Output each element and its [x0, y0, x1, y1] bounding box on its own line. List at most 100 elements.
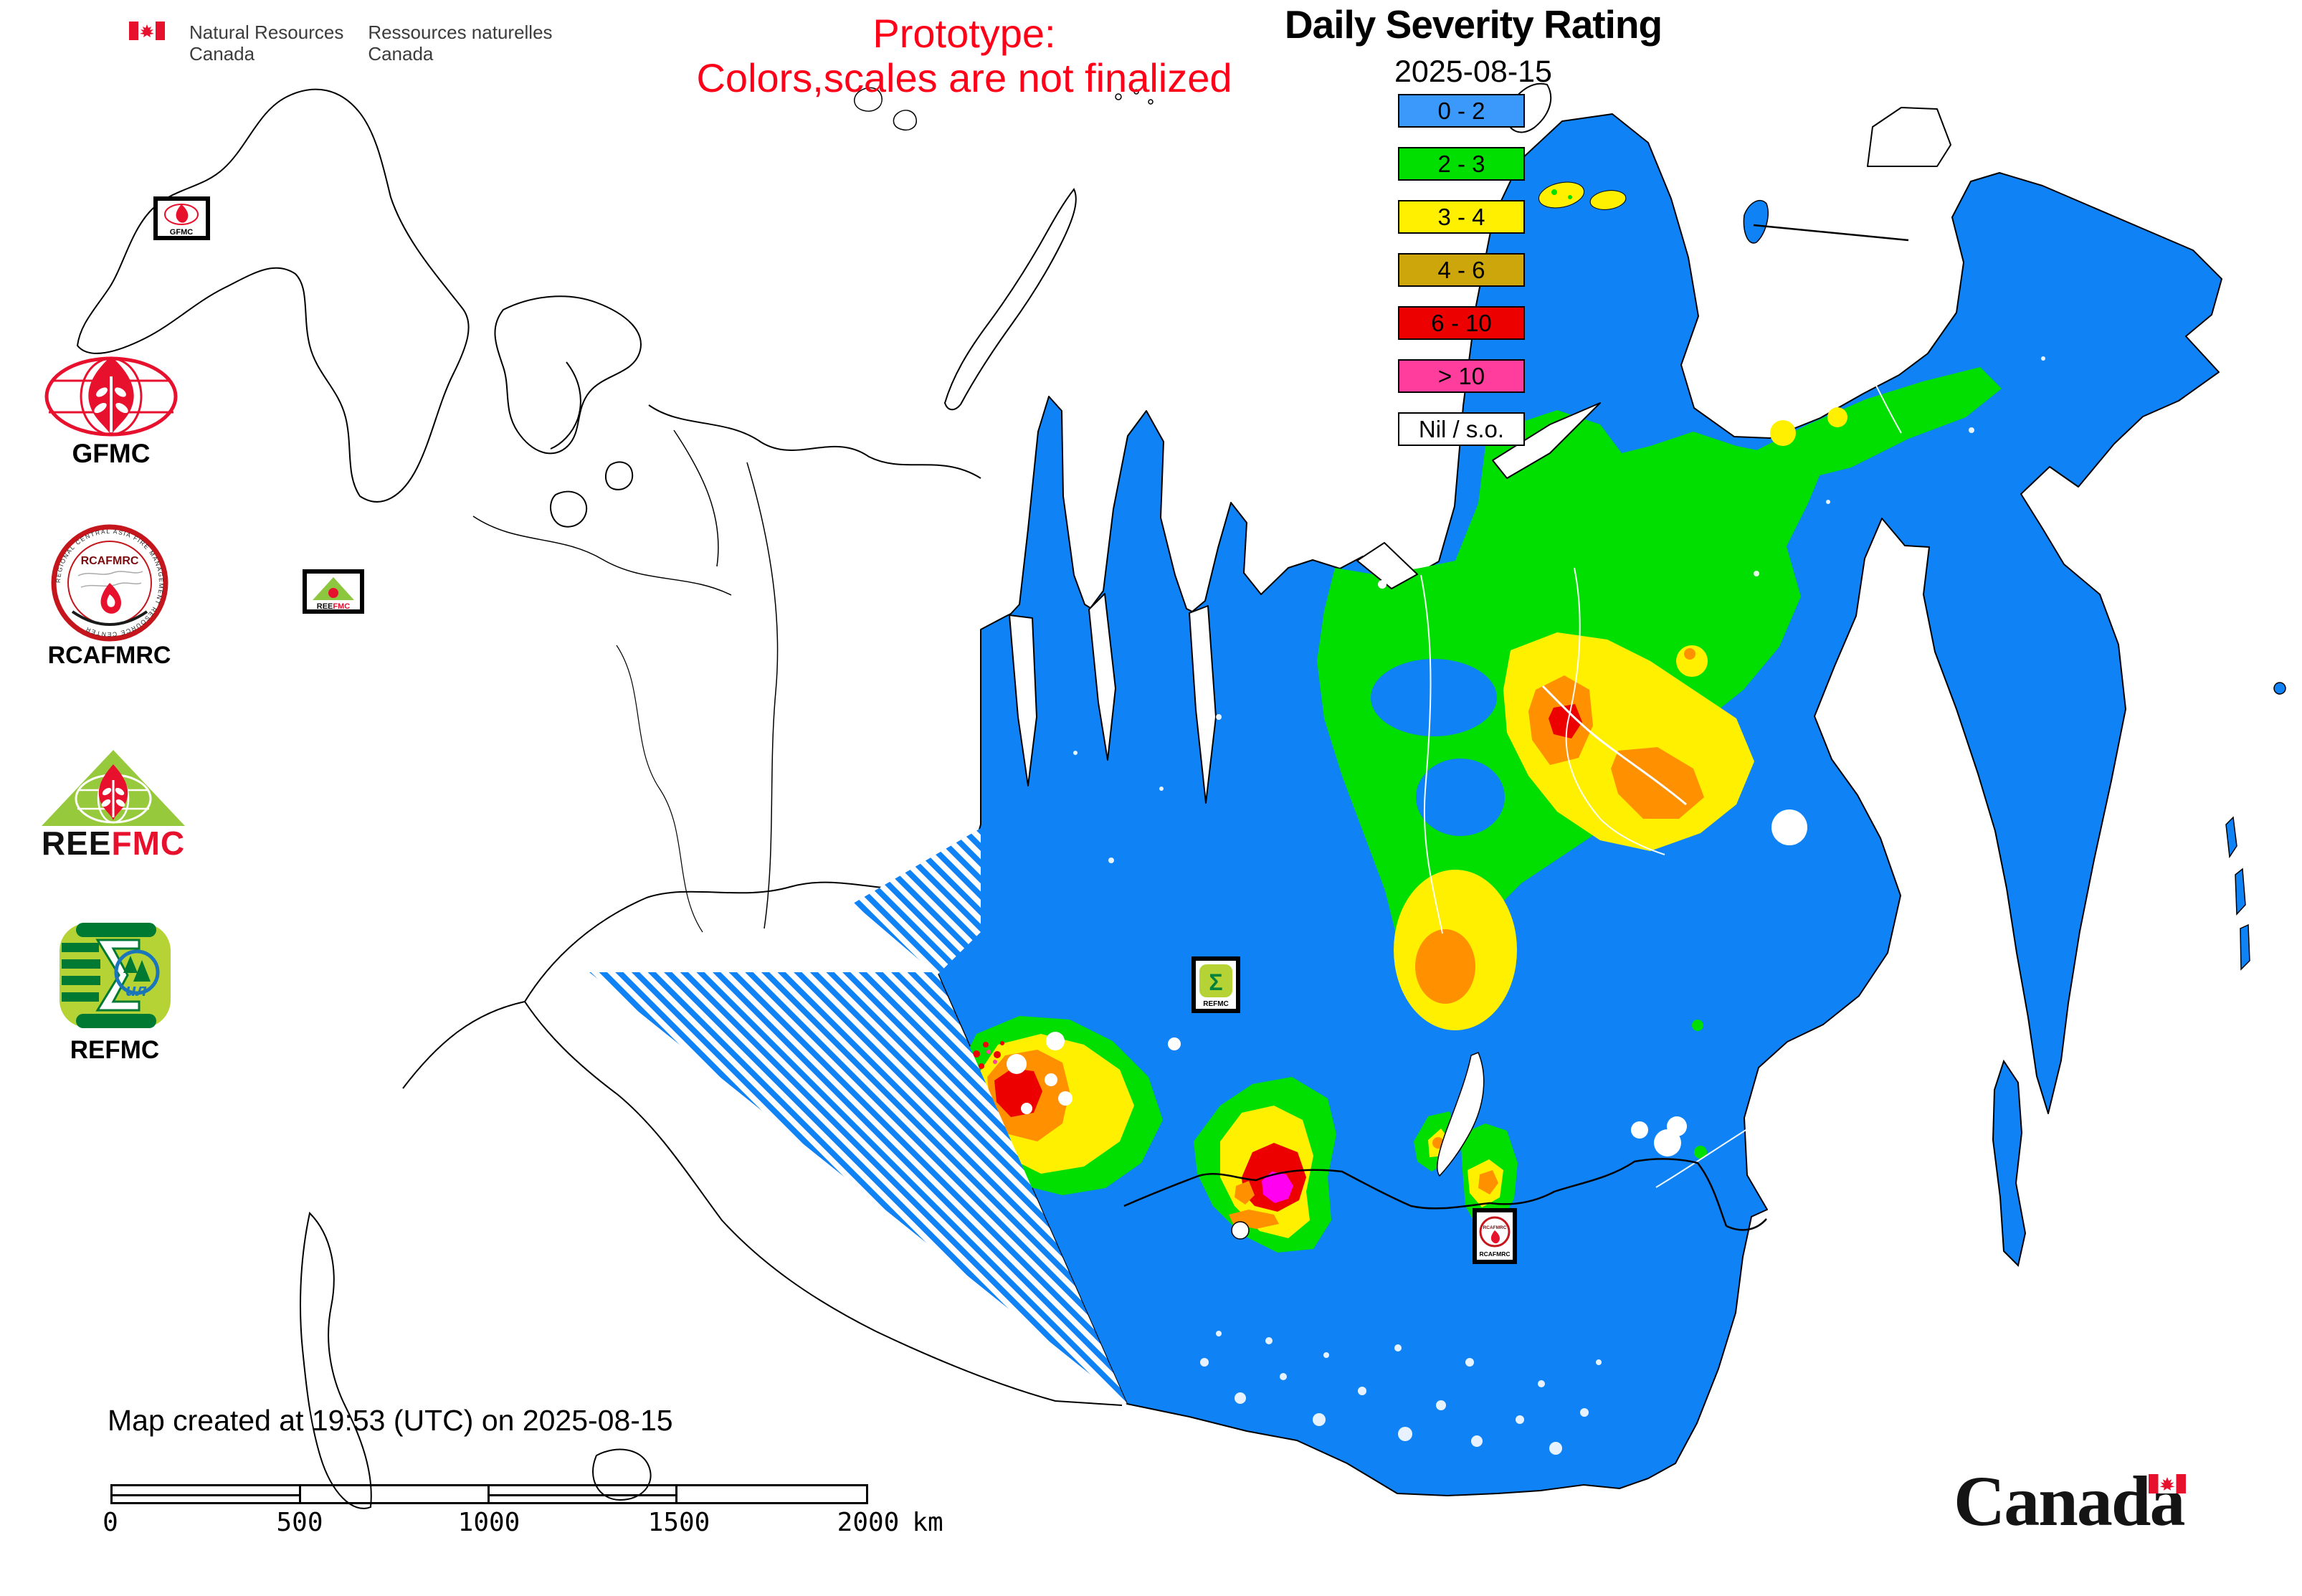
novaya-zemlya — [943, 188, 1077, 411]
scale-tick-label: 1000 — [457, 1508, 520, 1537]
white-inlets — [1009, 107, 1951, 804]
canada-wordmark: Canada — [1954, 1460, 2240, 1560]
hotspot-magenta — [1220, 1106, 1313, 1240]
yellow-island — [1589, 190, 1627, 210]
marker-rcafmrc-inner: RCAFMRC — [1483, 1225, 1507, 1230]
ural-line — [746, 462, 779, 929]
h3-pink-dots — [986, 1050, 997, 1064]
legend-item-3-4: 3 - 4 — [1398, 200, 1525, 234]
scale-tick-label: 1500 — [647, 1508, 710, 1537]
canada-wordmark-flag-icon — [2149, 1474, 2186, 1493]
refmc-logo: ил — [60, 923, 171, 1028]
caspian-outline — [300, 1211, 372, 1509]
volga-line — [616, 645, 703, 933]
franz-josef-isle — [1115, 93, 1122, 100]
scale-segment — [301, 1486, 490, 1502]
h4-orange — [1235, 1181, 1255, 1205]
scale-segment — [113, 1486, 301, 1502]
blue-hole — [1371, 659, 1497, 736]
svalbard-isle — [893, 110, 917, 130]
marker-refmc-label: REFMC — [1203, 1000, 1229, 1008]
sakhalin-island — [1992, 1059, 2027, 1267]
legend-item-2-3: 2 - 3 — [1398, 147, 1525, 181]
rivers — [1420, 303, 1984, 1188]
kola-outline — [494, 295, 642, 455]
scale-tick-label: 500 — [276, 1508, 323, 1537]
lake-baikal — [1437, 1052, 1485, 1177]
khatanga-inlet — [1492, 402, 1601, 479]
mongolia-border — [1123, 1158, 1728, 1227]
scale-segment — [489, 1486, 678, 1502]
yellow-island — [1538, 181, 1584, 209]
h6-orange — [1684, 648, 1695, 660]
wrangel-island — [1743, 200, 1769, 244]
nrcan-fr: Ressources naturelles Canada — [368, 22, 552, 65]
scale-bar-labels: 0 500 1000 1500 2000 km — [103, 1508, 971, 1544]
blue-hole — [1416, 759, 1505, 836]
gfmc-caption: GFMC — [72, 439, 151, 468]
green-speck — [1694, 1146, 1707, 1159]
lake-onega — [605, 461, 634, 490]
hotspot-south-yellow — [1394, 870, 1517, 1030]
admin-line — [673, 429, 719, 567]
legend-item-0-2: 0 - 2 — [1398, 94, 1525, 128]
marker-gfmc: GFMC — [153, 196, 210, 240]
chukotka-line — [1753, 224, 1909, 242]
marker-rcafmrc: RCAFMRC RCAFMRC — [1473, 1208, 1517, 1264]
legend-label: 0 - 2 — [1437, 97, 1485, 124]
green-speck — [1692, 1020, 1703, 1031]
rcafmrc-caption: RCAFMRC — [47, 642, 171, 669]
ob-bay — [1009, 614, 1037, 787]
h5-orange-right — [1478, 1170, 1498, 1194]
svalbard-isle — [854, 87, 883, 112]
canada-flag-icon — [129, 22, 165, 40]
white-sea-inlet — [550, 361, 581, 450]
west-outline-borders — [76, 82, 1588, 1509]
green-coast-band — [1751, 367, 2002, 482]
taz-bay — [1189, 605, 1217, 804]
title-block: Daily Severity Rating 2025-08-15 — [1230, 1, 1717, 90]
legend-label: 3 - 4 — [1437, 203, 1485, 230]
aral-outline — [592, 1448, 652, 1501]
barents-coast — [648, 404, 981, 479]
marker-reefmc-label: REEFMC — [317, 602, 351, 611]
lena-delta — [1356, 542, 1418, 589]
nrcan-signature: Natural Resources Canada Ressources natu… — [129, 22, 553, 65]
legend-label: > 10 — [1437, 362, 1485, 389]
map-date: 2025-08-15 — [1394, 54, 1552, 89]
h3-fire-dots — [973, 1041, 1004, 1069]
admin-line — [472, 516, 732, 596]
marker-reefmc: REEFMC — [303, 569, 364, 614]
scandinavia-outline — [76, 88, 470, 503]
h4-magenta-core — [1262, 1172, 1293, 1203]
komandorski-isle — [2273, 682, 2286, 695]
lake-ladoga — [550, 490, 588, 528]
legend-label: 6 - 10 — [1431, 309, 1492, 336]
legend-label: Nil / s.o. — [1418, 415, 1505, 442]
h1-river — [1541, 685, 1687, 806]
scale-tick-label: 0 — [103, 1508, 118, 1537]
gfmc-logo — [44, 356, 178, 437]
legend-label: 4 - 6 — [1437, 256, 1485, 283]
reefmc-wordmark: REEFMC — [42, 825, 185, 862]
prototype-warning: Prototype: Colors,scales are not finaliz… — [649, 11, 1280, 100]
hotspot-baikal — [1428, 1052, 1503, 1207]
lake-khovsgol — [1231, 1221, 1250, 1240]
green-speck — [1568, 195, 1572, 199]
legend-item-nil: Nil / s.o. — [1398, 412, 1525, 446]
kazakh-border-north — [524, 881, 940, 1002]
hotspot-ne-small — [1676, 645, 1708, 677]
refmc-caption: REFMC — [70, 1036, 160, 1064]
scale-segment — [677, 1486, 866, 1502]
kuril-islands — [2225, 816, 2250, 971]
yellow-coast-patch — [1770, 420, 1796, 446]
nrcan-fr-line1: Ressources naturelles — [368, 22, 553, 43]
legend: 0 - 2 2 - 3 3 - 4 4 - 6 6 - 10 > 10 Nil … — [1398, 94, 1525, 465]
rcafmrc-map-squiggle — [77, 571, 143, 588]
white-lakes — [1007, 580, 2061, 1165]
h2-orange — [1415, 929, 1475, 1004]
scale-bar — [110, 1484, 868, 1504]
rcafmrc-inner-label: RCAFMRC — [81, 555, 139, 567]
